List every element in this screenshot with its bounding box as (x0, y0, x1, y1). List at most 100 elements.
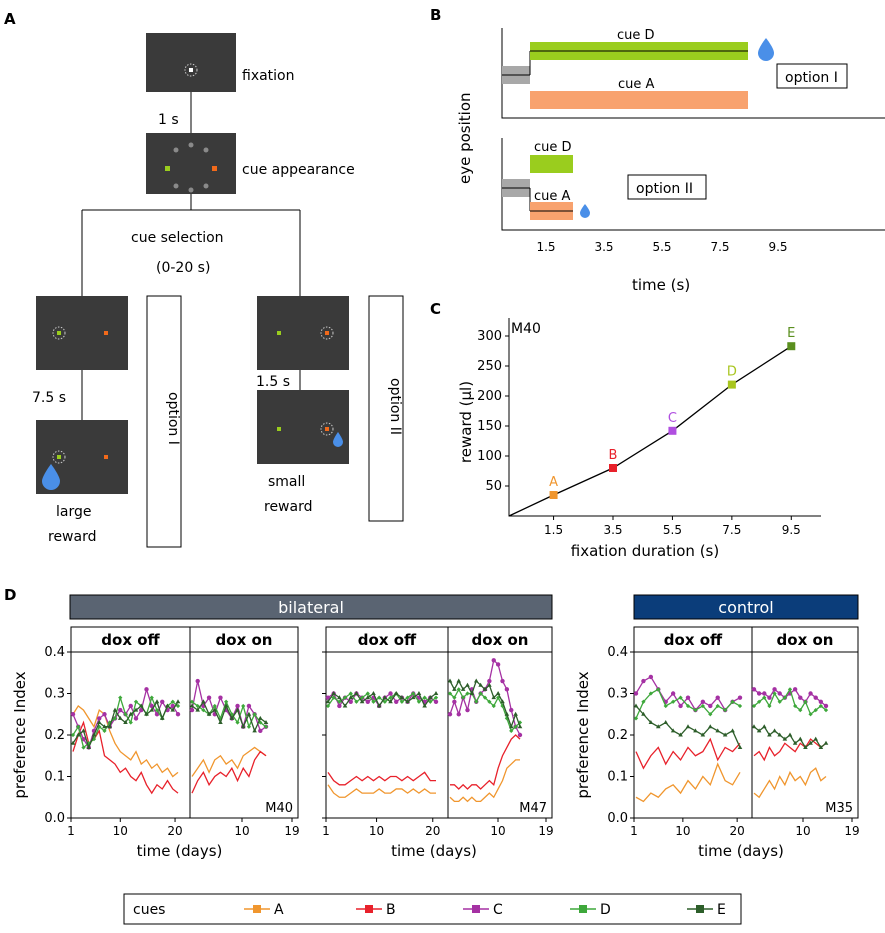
x-axis-label: time (days) (698, 842, 784, 860)
data-point (609, 464, 617, 472)
marker-d (465, 691, 470, 696)
ytick-label: 150 (477, 419, 502, 434)
marker-d (737, 703, 743, 709)
bottom-option-label: option II (636, 181, 693, 197)
marker-d (767, 703, 772, 709)
marker-c (218, 695, 223, 700)
marker-d (782, 695, 787, 700)
marker-d (693, 707, 698, 713)
large-drop-icon (758, 38, 774, 61)
series-A-on (191, 746, 267, 777)
marker-d (337, 699, 342, 704)
panel-b-xlabel: time (s) (632, 276, 690, 294)
marker-d (241, 703, 246, 709)
marker-e (633, 703, 639, 708)
cue-appearance-screen (146, 133, 236, 194)
marker-d (371, 699, 376, 704)
marker-e (648, 720, 654, 725)
marker-c (102, 712, 107, 717)
monkey-label: M47 (519, 801, 547, 816)
data-point (787, 342, 796, 351)
marker-c (813, 695, 818, 700)
marker-c (700, 699, 706, 704)
marker-d (354, 699, 359, 704)
marker-d (772, 691, 777, 696)
legend-marker-B (365, 905, 373, 913)
marker-e (460, 686, 466, 691)
marker-e (422, 703, 427, 708)
xtick-label: 7.5 (722, 523, 741, 537)
marker-c (144, 687, 149, 692)
marker-d (663, 703, 668, 709)
marker-c (818, 699, 824, 704)
series-A-on (449, 759, 520, 803)
marker-c (517, 732, 523, 738)
marker-e (777, 732, 783, 737)
marker-d (762, 695, 767, 700)
small-drop-icon (333, 432, 343, 447)
marker-e (154, 699, 160, 704)
marker-e (473, 678, 479, 683)
delay-75s-label: 7.5 s (32, 390, 66, 406)
marker-c (206, 695, 212, 700)
y-axis-label: reward (µl) (457, 381, 475, 463)
top-cue-d-label: cue D (617, 28, 655, 43)
marker-e (86, 744, 92, 749)
marker-c (365, 699, 370, 704)
option1-selection-screen (36, 296, 128, 370)
marker-e (641, 711, 646, 716)
marker-e (252, 728, 257, 733)
subheader-dox-off: dox off (101, 631, 160, 649)
cue-selection-range: (0-20 s) (156, 260, 210, 276)
marker-e (133, 707, 139, 712)
cue-selection-label: cue selection (131, 230, 224, 246)
marker-e (175, 699, 181, 704)
ytick-label: 200 (477, 389, 502, 404)
point-label: A (549, 475, 558, 490)
marker-d (331, 695, 336, 700)
xtick-label: 20 (730, 824, 745, 838)
marker-c (762, 691, 767, 696)
marker-e (428, 695, 433, 700)
marker-c (128, 703, 133, 709)
marker-e (433, 691, 439, 695)
marker-d (224, 699, 229, 704)
marker-e (117, 715, 123, 720)
marker-e (685, 724, 691, 729)
marker-e (772, 728, 777, 733)
marker-c (737, 695, 743, 700)
marker-e (678, 732, 683, 737)
gaze-ring (52, 450, 66, 464)
marker-d (133, 699, 139, 704)
ytick-label: 0.1 (607, 770, 628, 785)
bottom-cue-a-label: cue A (534, 189, 571, 204)
xtick-label: 5.5 (663, 523, 682, 537)
fixation-ring (184, 63, 198, 77)
monkey-label: M40 (265, 801, 293, 816)
ytick-label: 300 (477, 329, 502, 344)
marker-d (751, 703, 757, 709)
marker-e (235, 707, 240, 712)
bilateral-header-label: bilateral (278, 598, 344, 617)
marker-d (818, 703, 823, 709)
marker-c (685, 695, 691, 700)
marker-e (354, 691, 359, 695)
marker-e (258, 715, 263, 720)
point-label: D (727, 365, 737, 380)
xtick-label: 19 (844, 824, 859, 838)
ytick-label: 50 (485, 479, 502, 494)
marker-e (737, 744, 743, 749)
option2-selection-screen (257, 296, 349, 370)
legend-label-C: C (493, 902, 503, 918)
marker-d (382, 699, 387, 704)
marker-d (787, 687, 793, 692)
delay-1s-label: 1 s (158, 112, 179, 128)
small-reward-line2: reward (264, 499, 313, 515)
marker-c (495, 662, 501, 667)
marker-c (175, 712, 181, 717)
ytick-label: 0.4 (607, 645, 628, 660)
marker-d (359, 695, 365, 700)
marker-e (513, 711, 518, 716)
marker-c (325, 695, 331, 700)
marker-e (393, 691, 399, 695)
